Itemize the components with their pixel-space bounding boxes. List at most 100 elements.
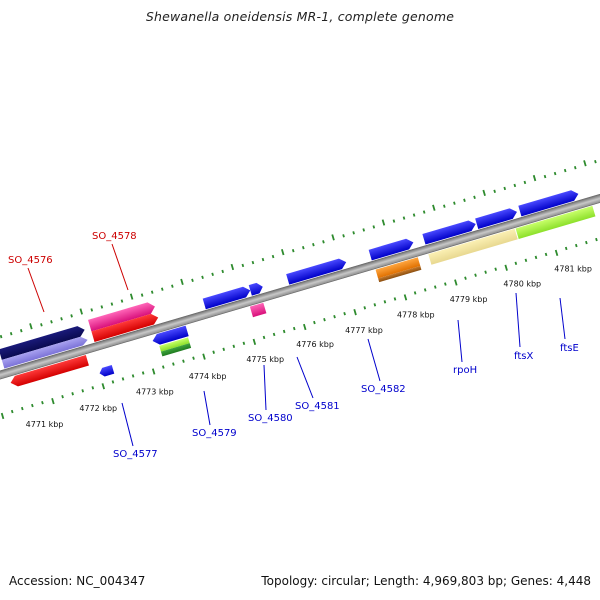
ruler-tick [19,329,23,333]
ruler-tick [534,255,538,260]
ruler-tick [403,294,408,301]
accession-label: Accession: NC_004347 [9,574,146,588]
ruler-tick [453,201,456,205]
gene-ftsX-cds-feature[interactable] [428,228,518,265]
gene-SO_4576-feature[interactable] [0,324,86,360]
genome-backbone [0,184,600,391]
gene-small-blue-feature[interactable] [98,365,115,378]
gene-label[interactable]: SO_4576 [8,255,53,266]
ruler-tick [312,243,315,247]
gene-label[interactable]: ftsE [560,343,579,354]
ruler-tick [261,257,265,262]
ruler-tick [180,278,184,285]
gene-SO_4578-feature[interactable] [88,301,157,332]
gene-SO_4580-feature[interactable] [202,285,252,310]
gene-label-leader-line [263,364,267,411]
ruler-tick [51,397,55,405]
gene-SO_4578-cds-feature[interactable] [91,312,159,342]
gene-label[interactable]: SO_4577 [113,449,158,460]
gene-ftsY-feature[interactable] [518,189,580,217]
scale-label: 4774 kbp [189,372,227,381]
gene-ftsX-feature[interactable] [422,219,477,245]
ruler-tick [140,293,144,297]
ruler-tick [504,264,508,271]
scale-label: 4772 kbp [79,404,117,413]
ruler-tick [271,254,275,259]
gene-rpoH-rna-feature[interactable] [378,265,422,283]
ruler-tick [422,210,426,214]
ruler-tick [554,249,559,257]
ruler-tick [70,314,73,318]
ruler-tick [121,377,125,381]
ruler-tick [282,329,286,334]
ruler-tick [141,371,145,375]
scale-label: 4777 kbp [345,326,383,335]
gene-label[interactable]: SO_4582 [361,384,406,395]
ruler-tick [373,303,377,307]
ruler-tick [10,409,14,414]
ruler-tick [413,291,417,295]
ruler-tick [182,359,185,363]
ruler-tick [212,350,215,354]
gene-SO_4581-feature[interactable] [248,281,265,296]
ruler-tick [513,183,517,188]
kbp-scale-labels: 4771 kbp 4772 kbp 4773 kbp 4774 kbp 4775 kbp… [26,264,592,429]
ruler-tick [484,270,487,274]
gene-label-leader-line [515,292,521,348]
gene-SO_4579-rna-feature[interactable] [160,343,192,357]
gene-labels: SO_4576SO_4578SO_4577SO_4579SO_4580SO_45… [8,231,579,460]
gene-label[interactable]: SO_4578 [92,231,137,242]
ruler-tick [433,285,437,289]
scale-label: 4780 kbp [503,279,541,288]
gene-SO_4579-feature[interactable] [151,325,189,347]
ruler-tick [192,356,195,360]
gene-SO_4577-feature[interactable] [9,354,89,388]
ruler-tick [594,160,597,164]
gene-label[interactable]: SO_4580 [248,413,293,424]
gene-SO_4581-cds-feature[interactable] [249,302,267,318]
gene-rpoH-cds-feature[interactable] [375,257,421,279]
ruler-tick [201,275,204,280]
gene-label[interactable]: SO_4581 [295,401,340,412]
ruler-tick [20,406,24,411]
ruler-tick [292,326,296,331]
gene-label[interactable]: SO_4579 [192,428,237,439]
scale-label: 4779 kbp [450,295,488,304]
ruler-tick [412,213,416,217]
ruler-tick [81,389,85,393]
ruler-tick [473,195,476,199]
ruler-tick [242,341,246,346]
ruler-tick [402,216,406,220]
gene-SO_4576-cds-feature[interactable] [1,335,89,369]
ruler-tick [101,383,106,390]
ruler-tick [221,269,224,274]
gene-label-leader-line [457,319,463,363]
forward-strand-genes [0,189,580,369]
gene-label-leader-line [296,356,314,399]
ruler-tick [60,317,63,321]
gene-SO_4579-cds-feature[interactable] [159,337,190,352]
ruler-tick [524,258,528,263]
ruler-tick [362,228,366,232]
ruler-tick [353,309,357,316]
gene-label[interactable]: rpoH [453,365,477,376]
ruler-tick [291,248,295,253]
ruler-tick [150,290,154,294]
ruler-tick [91,386,95,390]
gene-ftsE-cds-feature[interactable] [515,205,596,240]
ruler-tick [543,174,547,179]
ruler-tick [50,320,53,324]
gene-label-leader-line [367,338,381,382]
ruler-tick [381,219,386,226]
ruler-tick [474,273,477,277]
gene-SO_4582-feature[interactable] [286,257,348,285]
gene-ftsE-feature[interactable] [475,207,518,230]
gene-label[interactable]: ftsX [514,351,533,362]
ruler-tick [313,320,316,325]
ruler-tick [29,323,33,330]
gene-rpoH-feature[interactable] [368,237,415,261]
ruler-tick [393,297,397,301]
scale-label: 4776 kbp [296,340,334,349]
gene-label-leader-line [203,390,211,426]
